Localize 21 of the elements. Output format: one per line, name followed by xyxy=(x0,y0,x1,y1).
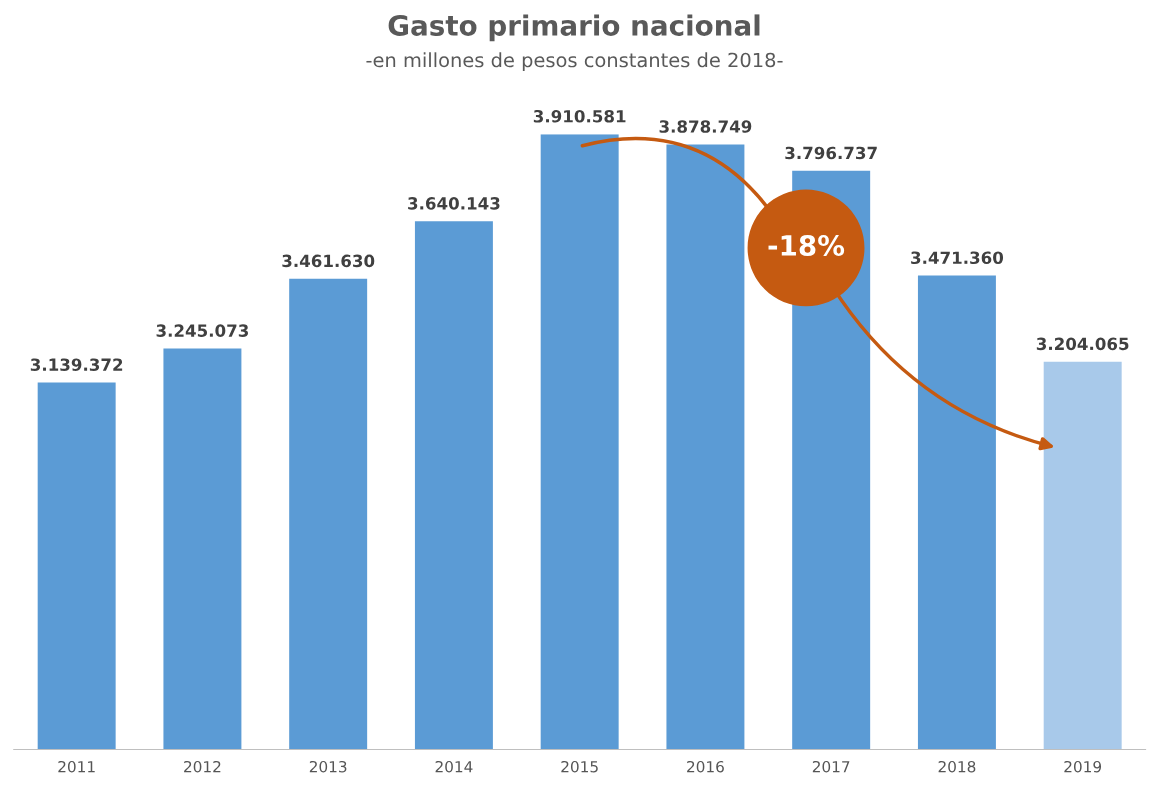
data-label: 3.471.360 xyxy=(911,251,1004,265)
x-tick-label: 2016 xyxy=(687,760,724,773)
x-tick-label: 2014 xyxy=(435,760,473,773)
x-tick-label: 2019 xyxy=(1064,760,1102,773)
data-label: 3.245.073 xyxy=(156,324,249,337)
x-tick-label: 2017 xyxy=(812,760,850,773)
x-tick-label: 2012 xyxy=(184,760,221,773)
chart-title: Gasto primario nacional xyxy=(388,14,760,42)
data-label: 3.204.065 xyxy=(1036,337,1129,351)
x-tick-label: 2018 xyxy=(938,760,976,773)
data-label: 3.878.749 xyxy=(659,120,752,133)
x-tick-label: 2011 xyxy=(58,760,95,773)
data-label: 3.139.372 xyxy=(30,358,123,371)
x-tick-label: 2013 xyxy=(309,760,347,773)
data-label: 3.461.630 xyxy=(282,254,375,268)
data-label: 3.910.581 xyxy=(533,109,626,123)
data-label: 3.640.143 xyxy=(408,197,500,210)
x-tick-label: 2015 xyxy=(561,760,598,773)
chart-subtitle: -en millones de pesos constantes de 2018- xyxy=(366,52,783,72)
annotation: -18% xyxy=(768,234,845,256)
data-label: 3.796.737 xyxy=(785,146,877,160)
